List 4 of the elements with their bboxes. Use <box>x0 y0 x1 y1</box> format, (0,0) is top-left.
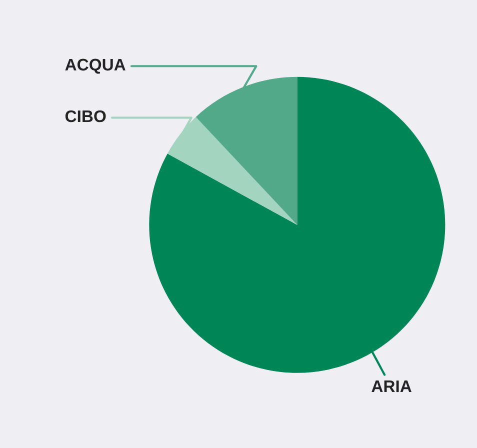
slice-label: ARIA <box>372 380 412 392</box>
slice-label: CIBO <box>65 110 106 122</box>
slice-label: ACQUA <box>65 58 126 74</box>
pie-slice <box>149 76 446 373</box>
